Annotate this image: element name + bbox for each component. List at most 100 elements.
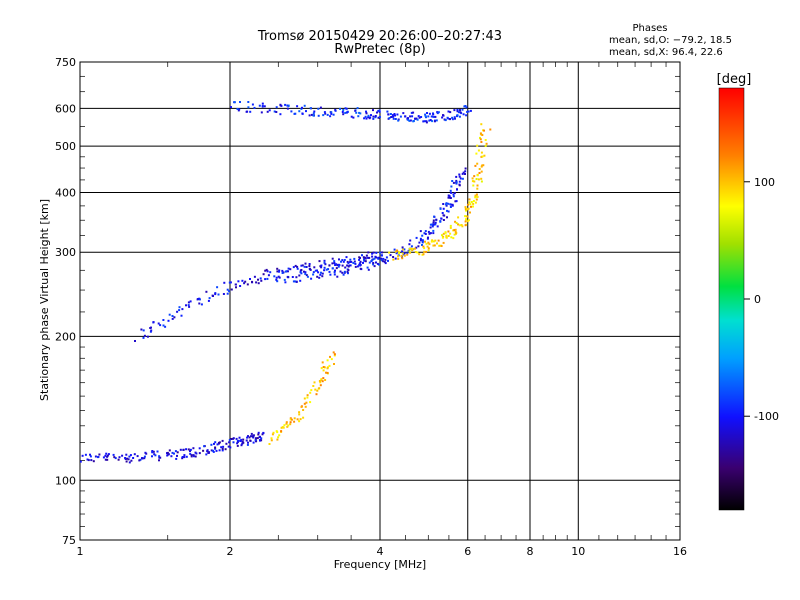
data-point [442,219,445,221]
data-point [276,270,279,273]
data-point [206,450,209,453]
data-point [392,117,395,120]
data-point [409,115,412,118]
data-point [465,106,468,109]
data-point [210,443,213,446]
data-point [447,210,450,213]
data-point [271,433,274,436]
data-point [279,113,282,116]
data-point [198,302,201,305]
data-point [306,394,309,397]
data-point [358,262,361,265]
data-point [260,111,263,114]
data-point [316,269,318,272]
data-point [253,275,256,278]
data-point [465,209,467,212]
data-point [333,262,336,264]
data-point [441,236,444,239]
data-point [333,354,336,357]
data-point [430,240,433,243]
data-point [329,115,332,118]
data-point [459,109,461,112]
data-point [284,281,287,284]
data-point [129,454,132,457]
data-point [439,220,442,223]
data-point [321,361,324,364]
data-point [372,115,375,118]
data-point [236,442,239,445]
data-point [80,460,82,463]
data-point [175,457,178,460]
data-point [470,201,473,203]
data-point [242,438,245,441]
data-point [295,276,298,279]
data-point [276,267,279,270]
data-point [376,262,379,265]
data-point [264,278,267,281]
data-point [456,108,459,111]
data-point [430,115,433,118]
data-point [458,175,461,178]
data-point [253,106,256,109]
data-point [447,196,450,199]
data-point [388,117,391,119]
data-point [142,336,145,339]
data-point [455,232,457,235]
data-point [301,112,304,115]
data-point [212,450,215,453]
data-point [145,452,148,455]
data-point [330,112,333,115]
data-point [457,111,460,114]
data-point [403,252,406,255]
data-point [364,115,367,118]
data-point [394,257,397,260]
data-point [266,277,269,280]
data-point [442,241,445,244]
data-point [347,265,350,268]
data-point [474,194,477,197]
data-point [426,245,429,248]
data-point [462,113,465,116]
data-point [349,261,352,263]
data-point [338,258,340,261]
data-point [194,451,197,454]
data-point [467,207,470,210]
data-point [346,270,349,273]
data-point [302,409,305,411]
data-point [410,247,413,250]
data-point [474,201,477,204]
data-point [126,457,129,460]
data-point [310,277,313,280]
data-point [107,453,110,456]
data-point [106,458,109,461]
data-point [196,298,199,301]
data-point [278,434,281,437]
data-point [176,451,179,454]
data-point [476,184,479,187]
data-point [217,293,220,296]
data-point [386,110,389,113]
data-point [301,106,303,109]
data-point [159,324,162,327]
data-point [387,113,390,116]
data-point [106,455,109,458]
data-point [436,225,439,228]
data-point [223,281,226,284]
data-point [325,268,328,271]
data-point [473,175,476,178]
data-point [441,116,444,119]
data-point [431,225,434,228]
data-point [423,120,426,123]
y-tick-label: 100 [55,474,76,487]
data-point [421,234,424,237]
data-point [286,425,289,428]
data-point [481,134,484,136]
colorbar-tick-label: 0 [754,293,761,306]
data-point [187,448,190,451]
data-point [476,174,479,177]
data-point [415,236,418,239]
data-point [327,268,330,271]
data-point [312,112,315,115]
data-point [244,280,247,283]
data-point [285,421,288,424]
